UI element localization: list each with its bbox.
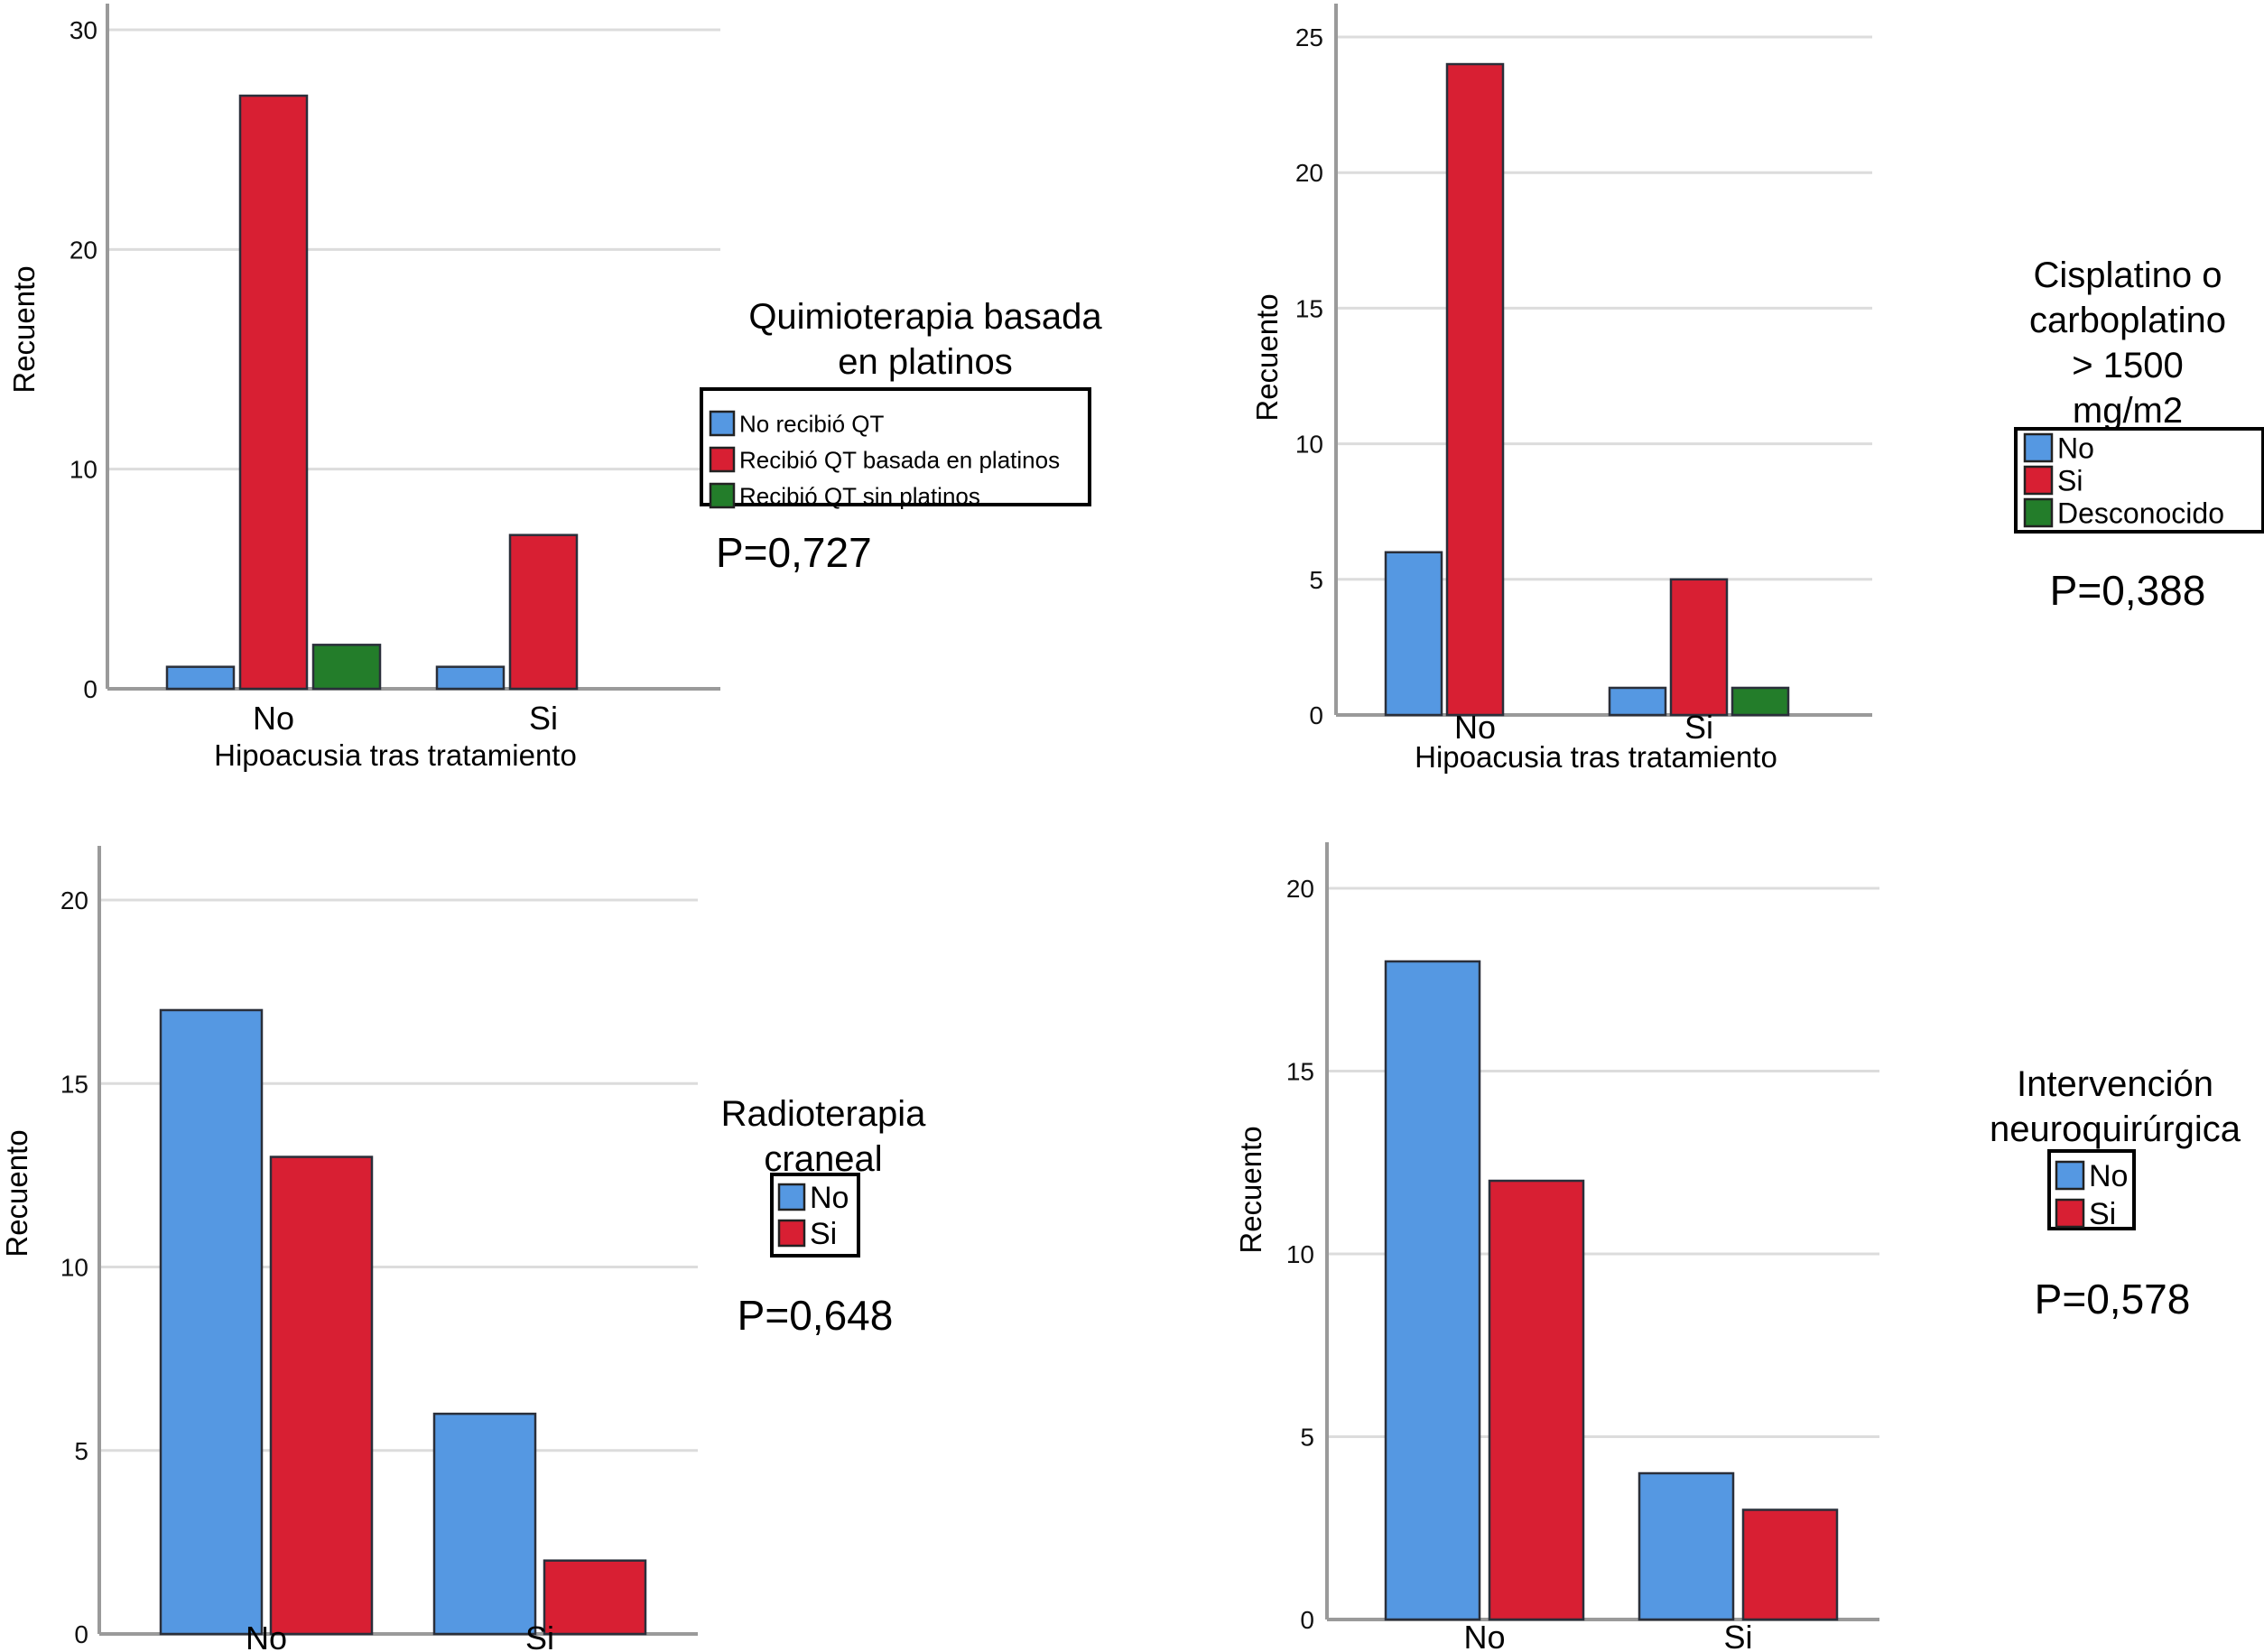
y-tick-label: 20 xyxy=(60,886,88,914)
y-tick-label: 0 xyxy=(1300,1606,1314,1634)
y-tick-label: 30 xyxy=(70,16,97,44)
y-tick-label: 10 xyxy=(1286,1240,1314,1268)
bar-no-no xyxy=(159,1008,264,1636)
legend-swatch xyxy=(2023,465,2054,496)
panel-cranial-radiotherapy: 05101520NoSiHipoacusia tras tratamientoR… xyxy=(0,846,926,1652)
x-category-label: No xyxy=(246,1620,287,1652)
legend-swatch xyxy=(777,1219,806,1248)
y-tick-label: 0 xyxy=(83,675,97,703)
legend-item-label: Recibió QT basada en platinos xyxy=(739,446,1060,473)
bar-no-no xyxy=(1384,960,1481,1621)
y-tick-label: 5 xyxy=(74,1437,88,1465)
legend-swatch xyxy=(2055,1160,2085,1191)
y-tick-label: 20 xyxy=(70,236,97,264)
bar-si-no xyxy=(1638,1471,1735,1621)
legend-item-label: No xyxy=(2057,432,2094,465)
y-tick-label: 15 xyxy=(1295,294,1323,322)
legend-item-label: Si xyxy=(2057,465,2083,497)
y-tick-label: 0 xyxy=(74,1620,88,1648)
legend-title-line: craneal xyxy=(764,1139,882,1179)
bar-si-no-recibió-qt xyxy=(435,665,506,691)
legend-item-label: Desconocido xyxy=(2057,497,2224,530)
legend-swatch xyxy=(777,1183,806,1211)
y-tick-label: 15 xyxy=(1286,1058,1314,1086)
x-category-label: No xyxy=(1463,1619,1505,1652)
y-axis-label: Recuento xyxy=(1250,293,1284,421)
x-category-label: Si xyxy=(529,700,558,737)
legend-title-line: mg/m2 xyxy=(2073,391,2183,431)
legend-item-label: No xyxy=(810,1181,849,1215)
y-tick-label: 20 xyxy=(1295,159,1323,187)
y-tick-label: 0 xyxy=(1309,701,1323,729)
p-value-annotation: P=0,388 xyxy=(2050,567,2206,614)
legend-box xyxy=(2014,427,2264,534)
bar-no-si xyxy=(1445,62,1505,717)
legend-item-label: No xyxy=(2089,1159,2128,1193)
legend-item-label: Si xyxy=(810,1217,837,1251)
legend-title-line: Quimioterapia basada xyxy=(748,297,1102,337)
x-category-label: Si xyxy=(525,1620,554,1652)
legend-swatch xyxy=(2023,432,2054,463)
bar-si-recibió-qt-basada-en-platinos xyxy=(508,534,579,691)
legend-title-line: Intervención xyxy=(2017,1064,2213,1104)
y-tick-label: 5 xyxy=(1300,1424,1314,1452)
bar-no-si xyxy=(269,1155,374,1636)
bar-si-no xyxy=(432,1412,537,1636)
legend-swatch xyxy=(709,446,736,473)
legend-swatch xyxy=(2023,497,2054,528)
y-axis-label: Recuento xyxy=(1234,1126,1267,1253)
p-value-annotation: P=0,648 xyxy=(738,1292,894,1339)
panel-neurosurgery: 05101520NoSiHipoacusia tras tratamientoR… xyxy=(1234,842,2241,1652)
x-axis-label: Hipoacusia tras tratamiento xyxy=(214,738,577,772)
x-axis-label: Hipoacusia tras tratamiento xyxy=(1415,740,1777,774)
p-value-annotation: P=0,578 xyxy=(2035,1276,2191,1323)
x-category-label: No xyxy=(253,700,294,737)
y-tick-label: 20 xyxy=(1286,875,1314,903)
y-tick-label: 5 xyxy=(1309,566,1323,594)
x-category-label: Si xyxy=(1684,709,1713,746)
bar-no-no xyxy=(1384,551,1443,717)
bar-si-si xyxy=(543,1559,647,1636)
legend-item-label: Recibió QT sin platinos xyxy=(739,482,980,509)
legend-title-line: Cisplatino o xyxy=(2033,255,2222,295)
bar-si-desconocido xyxy=(1730,686,1790,717)
legend-item-label: No recibió QT xyxy=(739,410,884,437)
y-axis-label: Recuento xyxy=(7,265,41,393)
legend-title-line: en platinos xyxy=(838,342,1012,382)
p-value-annotation: P=0,727 xyxy=(716,529,872,576)
y-tick-label: 10 xyxy=(1295,431,1323,459)
y-tick-label: 25 xyxy=(1295,23,1323,51)
bar-si-no xyxy=(1608,686,1667,717)
x-category-label: No xyxy=(1454,709,1496,746)
y-tick-label: 15 xyxy=(60,1070,88,1098)
legend-swatch xyxy=(709,410,736,437)
bar-no-no-recibió-qt xyxy=(165,665,236,691)
legend-swatch xyxy=(709,482,736,509)
bar-si-si xyxy=(1741,1508,1839,1621)
legend-box xyxy=(700,387,1091,506)
legend: No recibió QT Recibió QT basada en platin… xyxy=(700,387,1091,509)
y-tick-label: 10 xyxy=(60,1254,88,1282)
y-axis-label: Recuento xyxy=(0,1129,33,1257)
legend: No Si xyxy=(2047,1149,2136,1231)
y-tick-label: 10 xyxy=(70,456,97,484)
bar-si-si xyxy=(1669,578,1729,717)
legend-title-line: Radioterapia xyxy=(721,1094,927,1134)
legend-item-label: Si xyxy=(2089,1197,2116,1231)
legend-title-line: neuroquirúrgica xyxy=(1990,1109,2241,1149)
legend-swatch xyxy=(2055,1198,2085,1229)
legend-title-line: carboplatino xyxy=(2029,301,2226,340)
x-category-label: Si xyxy=(1723,1619,1752,1652)
bar-no-si xyxy=(1488,1179,1585,1621)
legend-title-line: > 1500 xyxy=(2072,346,2183,385)
bar-no-recibió-qt-basada-en-platinos xyxy=(238,94,309,691)
bar-no-recibió-qt-sin-platinos xyxy=(311,644,382,691)
